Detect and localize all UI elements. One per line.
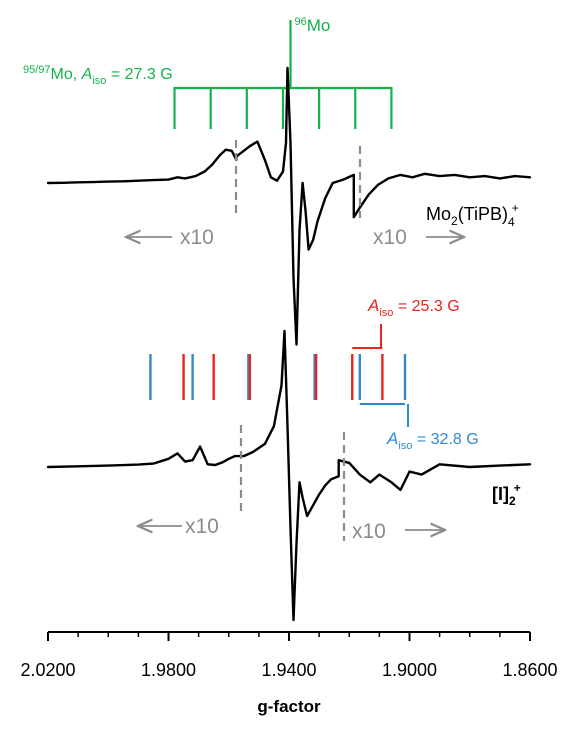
series-label-mo2-tipb4: Mo2(TiPB)4+	[426, 201, 519, 229]
x-tick-label: 1.9400	[261, 660, 316, 680]
red-hyperfine-label: Aiso = 25.3 G	[367, 296, 460, 319]
green-mass: 95/97	[23, 64, 51, 76]
label-top-mo: Mo	[426, 204, 451, 224]
x-axis-ticks: 2.0200 1.9800 1.9400 1.9000 1.8600	[20, 632, 558, 680]
mo96-mass: 96	[295, 16, 307, 28]
label-bot-i: [I]	[492, 484, 509, 504]
green-iso: iso	[92, 75, 106, 87]
x-tick-label: 1.8600	[502, 660, 557, 680]
x-tick-label: 1.9000	[382, 660, 437, 680]
red-blue-stick-diagram	[149, 354, 407, 400]
blue-hyperfine-label: Aiso = 32.8 G	[386, 429, 479, 452]
blue-splitting-bracket: Aiso = 32.8 G	[359, 403, 479, 452]
spectrum-top-trace	[46, 66, 532, 346]
green-hyperfine-label: 95/97Mo, Aiso = 27.3 G	[23, 64, 173, 87]
mo96-label: 96Mo	[295, 16, 331, 35]
blue-a: A	[386, 429, 398, 448]
blue-iso: iso	[398, 440, 412, 452]
x-tick-label: 1.9800	[141, 660, 196, 680]
green-value: = 27.3 G	[106, 66, 172, 83]
red-splitting-bracket: Aiso = 25.3 G	[352, 296, 460, 349]
x10-label-top-left: x10	[180, 226, 214, 249]
green-mo: Mo,	[51, 66, 82, 83]
red-value: = 25.3 G	[393, 298, 459, 315]
label-top-mid: (TiPB)	[458, 204, 508, 224]
label-top-sub1: 2	[451, 214, 458, 228]
green-a: A	[81, 66, 93, 83]
label-top-sup: +	[512, 201, 519, 215]
mo96-element: Mo	[307, 16, 331, 35]
green-stick-diagram: 96Mo 95/97Mo, Aiso = 27.3 G	[23, 16, 393, 129]
x-axis-title: g-factor	[257, 697, 321, 716]
x10-label-bottom-right: x10	[352, 520, 386, 543]
label-bot-sup: +	[514, 481, 521, 495]
label-top-sub2: 4	[508, 215, 515, 229]
x10-label-bottom-left: x10	[185, 515, 219, 538]
label-bot-sub: 2	[509, 494, 516, 508]
x10-label-top-right: x10	[373, 226, 407, 249]
red-iso: iso	[379, 307, 393, 319]
spectrum-bottom-trace	[46, 329, 532, 622]
red-a: A	[367, 296, 379, 315]
x-tick-label: 2.0200	[20, 660, 75, 680]
series-label-i2: [I]2+	[492, 481, 521, 508]
blue-value: = 32.8 G	[412, 431, 478, 448]
